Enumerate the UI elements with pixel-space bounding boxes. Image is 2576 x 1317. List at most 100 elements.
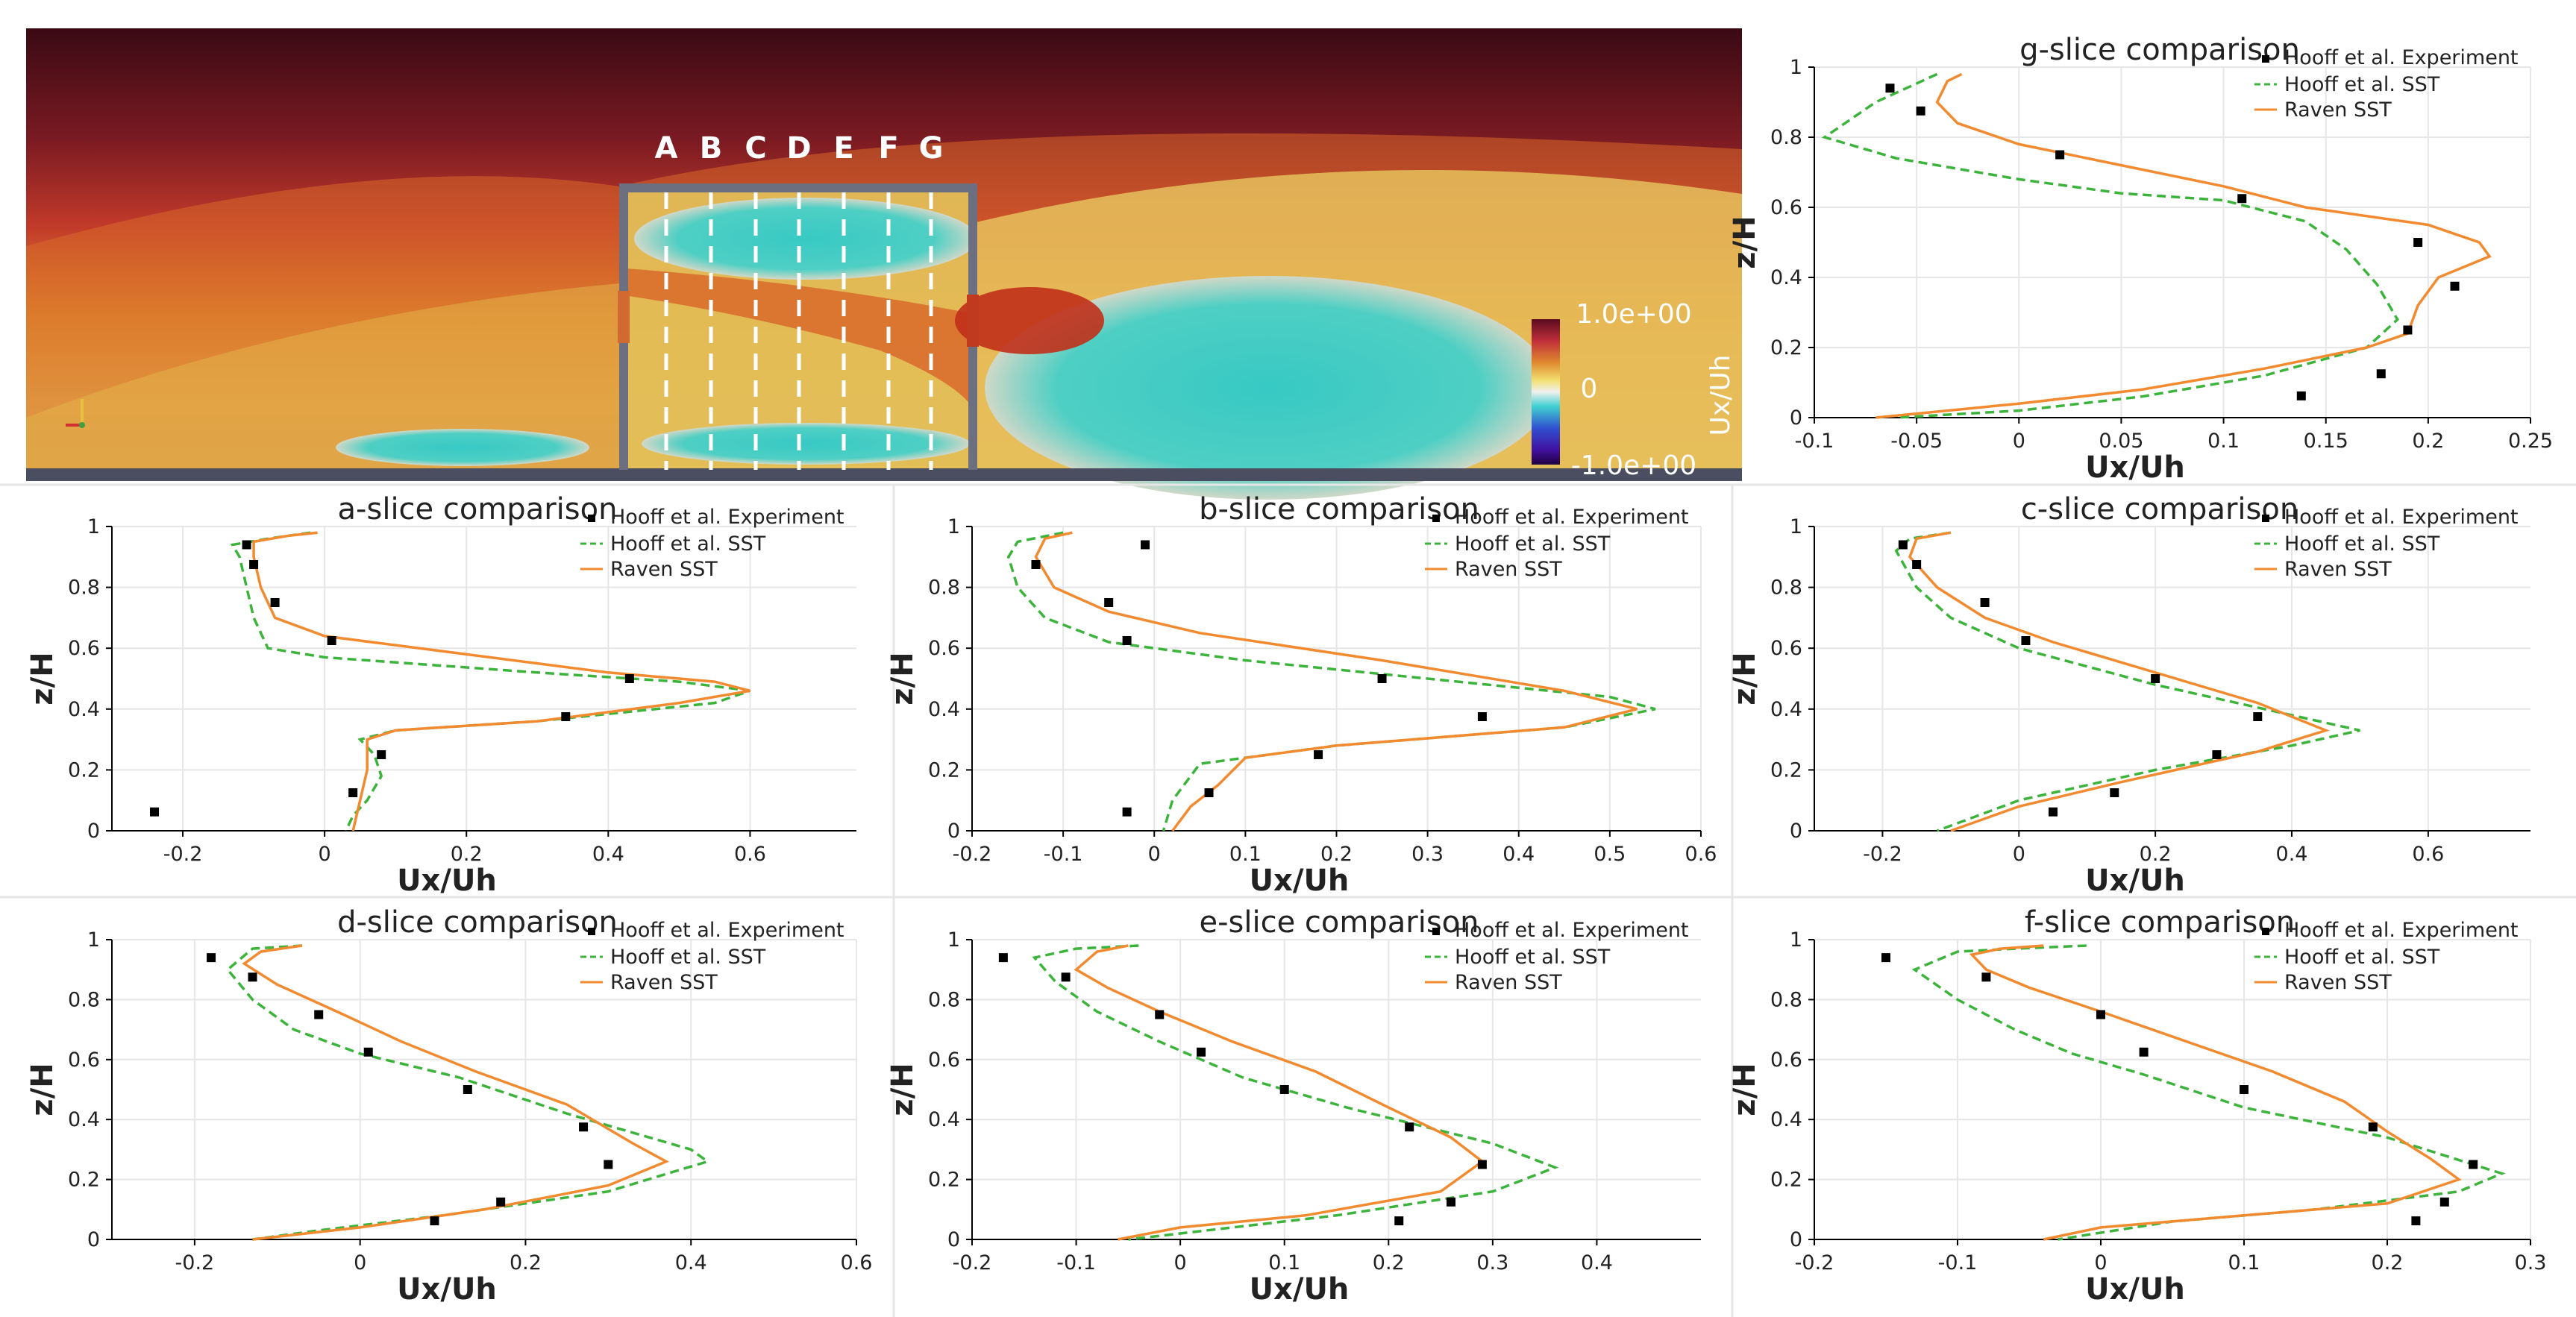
chart-d-y-tick-label: 0.4 <box>68 1108 100 1131</box>
chart-g-x-tick-label: 0.25 <box>2508 430 2553 453</box>
chart-b-experiment-point <box>1377 674 1387 683</box>
slice-label-a: A <box>655 131 678 166</box>
chart-a-y-tick-label: 0 <box>87 820 100 843</box>
legend-raven-label: Raven SST <box>610 558 718 581</box>
chart-g-experiment-point <box>2376 369 2386 379</box>
chart-b-series-raven <box>1034 531 1638 832</box>
chart-g-experiment-point <box>2055 150 2065 160</box>
chart-c-x-tick-label: 0 <box>2013 843 2025 866</box>
legend-raven-label: Raven SST <box>610 971 718 994</box>
chart-b-x-tick-label: 0 <box>1148 843 1161 866</box>
colorbar-mid-label: 0 <box>1581 374 1598 404</box>
legend-experiment-marker <box>1432 515 1440 522</box>
chart-e-title: e-slice comparison <box>1200 905 1479 940</box>
chart-f-y-tick-label: 0.2 <box>1770 1169 1802 1192</box>
chart-c-title: c-slice comparison <box>2021 492 2298 527</box>
chart-b: -0.2 -0.1 0 0.1 0.2 0.3 0.4 0.5 0.6 0 0.2 0.4 0.6 0.8… <box>886 492 1717 898</box>
chart-g-y-tick-label: 0 <box>1790 406 1802 430</box>
chart-d-legend: Hooff et al. Experiment Hooff et al. SSTR… <box>580 919 844 994</box>
chart-g-x-tick-label: 0.2 <box>2412 430 2444 453</box>
legend-experiment-marker <box>2262 515 2269 522</box>
chart-b-experiment-point <box>1031 560 1041 569</box>
chart-a-y-tick-label: 0.6 <box>68 637 100 660</box>
chart-f-x-tick-label: -0.1 <box>1938 1251 1978 1274</box>
chart-c-experiment-point <box>2253 712 2263 721</box>
chart-a-experiment-point <box>249 560 259 569</box>
chart-d-title: d-slice comparison <box>337 905 618 940</box>
outlet-opening <box>967 295 979 347</box>
chart-c-y-tick-label: 0.8 <box>1770 576 1802 600</box>
chart-a-x-tick-label: 0 <box>319 843 331 866</box>
chart-d-y-tick-label: 1 <box>87 928 100 952</box>
chart-a: -0.2 0 0.2 0.4 0.6 0 0.2 0.4 0.6 0.8 1 a-slice comp… <box>25 492 856 898</box>
chart-f-experiment-point <box>2096 1010 2105 1019</box>
chart-g-experiment-point <box>2403 325 2413 335</box>
legend-experiment-label: Hooff et al. Experiment <box>1455 919 1689 942</box>
chart-e-experiment-point <box>1394 1216 1404 1226</box>
chart-g-x-tick-label: -0.05 <box>1890 430 1943 453</box>
chart-f-x-label: Ux/Uh <box>2085 1272 2185 1307</box>
chart-c-experiment-point <box>2110 788 2119 797</box>
chart-f-y-tick-label: 0.4 <box>1770 1108 1802 1131</box>
chart-a-y-tick-label: 1 <box>87 515 100 538</box>
legend-experiment-label: Hooff et al. Experiment <box>2284 46 2519 69</box>
slice-label-f: F <box>878 131 898 166</box>
chart-c-experiment-point <box>2212 750 2222 759</box>
chart-b-x-tick-label: -0.2 <box>953 843 992 866</box>
chart-c-x-tick-label: 0.4 <box>2276 843 2308 866</box>
chart-f-series-raven <box>1969 944 2462 1241</box>
legend-experiment-marker <box>2262 55 2269 63</box>
chart-b-experiment-point <box>1104 598 1114 607</box>
chart-e-x-tick-label: 0.1 <box>1268 1251 1300 1274</box>
chart-a-experiment-point <box>561 712 571 721</box>
chart-g-x-tick-label: 0 <box>2013 430 2025 453</box>
chart-f-y-tick-label: 1 <box>1790 928 1802 952</box>
chart-a-y-label: z/H <box>25 652 60 705</box>
chart-b-experiment-point <box>1314 750 1323 759</box>
chart-f-experiment-point <box>2240 1085 2248 1094</box>
chart-c-experiment-point <box>1898 540 1908 550</box>
chart-c-series-raven <box>1908 531 2330 832</box>
chart-b-experiment-point <box>1477 712 1487 721</box>
chart-f: -0.2 -0.1 0 0.1 0.2 0.3 0 0.2 0.4 0.6 0.8 1 f-slice … <box>1728 905 2546 1307</box>
chart-c-experiment-point <box>2151 674 2160 683</box>
legend-raven-label: Raven SST <box>1455 558 1562 581</box>
legend-raven-label: Raven SST <box>1455 971 1562 994</box>
chart-g-x-tick-label: 0.05 <box>2099 430 2143 453</box>
chart-b-y-tick-label: 1 <box>947 515 960 538</box>
chart-c: -0.2 0 0.2 0.4 0.6 0 0.2 0.4 0.6 0.8 1 c-slice comp… <box>1728 492 2530 898</box>
chart-d-y-tick-label: 0 <box>87 1228 100 1251</box>
colorbar-min-label: -1.0e+00 <box>1571 450 1696 481</box>
chart-c-y-tick-label: 0.4 <box>1770 698 1802 721</box>
chart-a-y-tick-label: 0.2 <box>68 758 100 782</box>
chart-d-x-tick-label: 0 <box>354 1251 366 1274</box>
chart-g-x-tick-label: 0.15 <box>2304 430 2348 453</box>
chart-a-x-label: Ux/Uh <box>397 864 497 898</box>
chart-g-experiment-point <box>2450 281 2460 291</box>
chart-e-y-label: z/H <box>886 1063 920 1116</box>
chart-e-x-tick-label: -0.2 <box>953 1251 992 1274</box>
chart-g-experiment-point <box>1885 84 1895 93</box>
chart-g-experiment-point <box>2413 238 2423 247</box>
legend-raven-label: Raven SST <box>2284 558 2392 581</box>
axes-triad-icon <box>66 399 85 428</box>
slice-label-c: C <box>745 131 766 166</box>
charts: -0.1 -0.05 0 0.05 0.1 0.15 0.2 0.25 0 0.2 0.4 0.6 0.… <box>25 33 2553 1307</box>
chart-d-experiment-point <box>248 972 257 982</box>
chart-e-x-tick-label: -0.1 <box>1056 1251 1096 1274</box>
chart-c-y-tick-label: 0 <box>1790 820 1802 843</box>
colorbar <box>1532 319 1560 465</box>
chart-b-y-tick-label: 0.2 <box>928 758 960 782</box>
chart-a-y-tick-label: 0.8 <box>68 576 100 600</box>
legend-experiment-marker <box>2262 928 2269 935</box>
chart-c-y-tick-label: 0.2 <box>1770 758 1802 782</box>
chart-e-x-tick-label: 0.2 <box>1373 1251 1405 1274</box>
chart-g-x-tick-label: -0.1 <box>1795 430 1834 453</box>
chart-f-y-label: z/H <box>1728 1063 1762 1116</box>
chart-f-experiment-point <box>2439 1197 2449 1207</box>
chart-g-y-label: z/H <box>1728 216 1762 268</box>
chart-b-y-tick-label: 0 <box>947 820 960 843</box>
chart-e-y-tick-label: 0.6 <box>928 1049 960 1072</box>
chart-e-x-tick-label: 0.3 <box>1476 1251 1508 1274</box>
